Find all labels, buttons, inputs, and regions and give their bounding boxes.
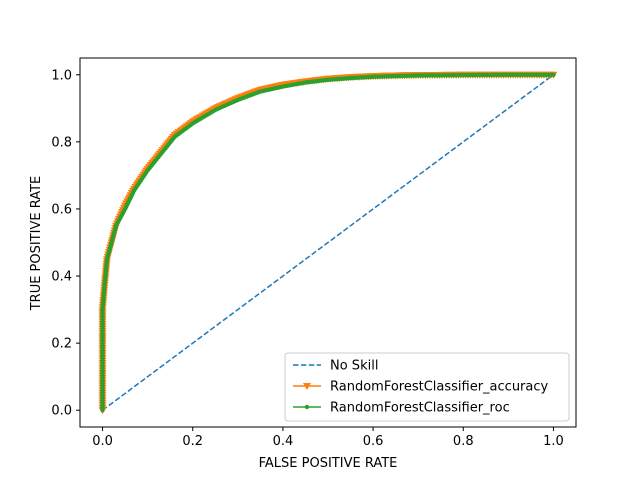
y-axis-ticks: 0.0 0.2 0.4 0.6 0.8 1.0 xyxy=(51,68,80,419)
x-axis-label: FALSE POSITIVE RATE xyxy=(259,456,398,471)
x-tick-label: 0.4 xyxy=(273,434,294,449)
legend-label: RandomForestClassifier_roc xyxy=(330,401,510,416)
y-tick-label: 0.8 xyxy=(51,135,72,150)
y-tick-label: 0.4 xyxy=(51,270,72,285)
y-tick-label: 0.6 xyxy=(51,202,72,217)
x-axis-ticks: 0.0 0.2 0.4 0.6 0.8 1.0 xyxy=(92,427,564,449)
series-2 xyxy=(100,72,556,413)
x-tick-label: 1.0 xyxy=(543,434,564,449)
series-line xyxy=(102,74,554,411)
plot-area xyxy=(98,71,558,415)
legend-entry: No Skill xyxy=(293,359,378,374)
series-0 xyxy=(102,74,554,411)
legend-label: RandomForestClassifier_accuracy xyxy=(330,380,549,395)
y-tick-label: 0.0 xyxy=(51,404,72,419)
data-point xyxy=(304,404,310,410)
data-point xyxy=(551,72,556,77)
x-tick-label: 0.6 xyxy=(363,434,384,449)
x-tick-label: 0.8 xyxy=(453,434,474,449)
y-axis-label: TRUE POSITIVE RATE xyxy=(29,176,44,312)
legend-entry: RandomForestClassifier_accuracy xyxy=(293,380,549,395)
x-tick-label: 0.0 xyxy=(92,434,113,449)
legend: No Skill RandomForestClassifier_accuracy R… xyxy=(284,352,570,422)
x-tick-label: 0.2 xyxy=(182,434,203,449)
legend-entry: RandomForestClassifier_roc xyxy=(293,401,510,416)
axes-frame xyxy=(79,57,577,428)
data-point xyxy=(303,383,311,390)
y-tick-label: 1.0 xyxy=(51,68,72,83)
legend-label: No Skill xyxy=(330,359,378,374)
y-tick-label: 0.2 xyxy=(51,337,72,352)
legend-box xyxy=(284,352,570,422)
